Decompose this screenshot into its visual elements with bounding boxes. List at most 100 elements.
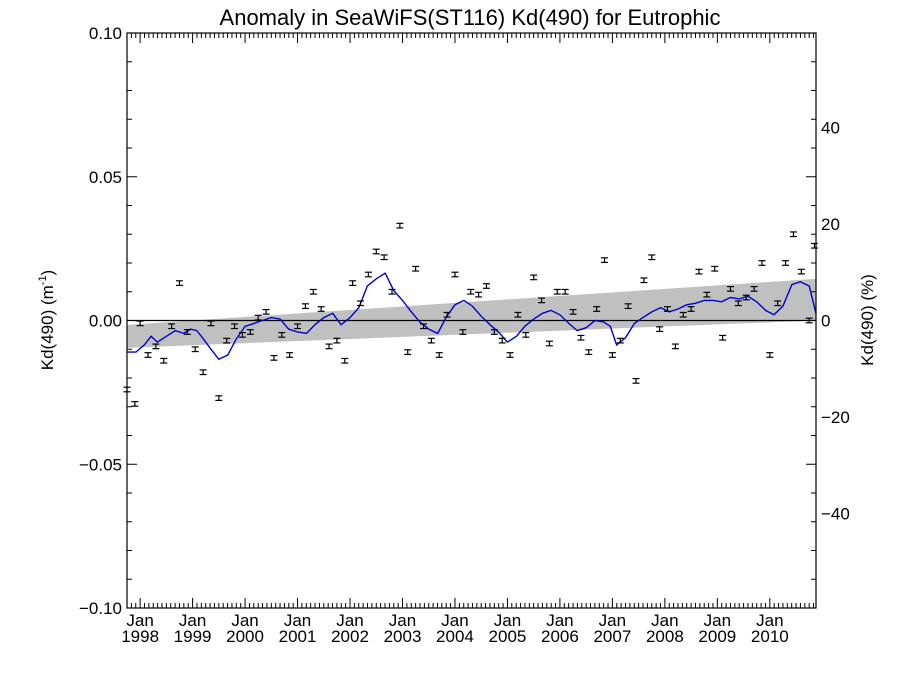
y-tick-label-left: 0.05 [89,168,122,187]
data-point [467,288,475,295]
data-point [624,303,632,310]
data-point [687,306,695,312]
data-point [703,291,711,298]
data-point [175,280,183,287]
x-tick-year-label: 2000 [226,627,264,646]
x-tick-year-label: 2004 [436,627,474,646]
y-axis-right: 40 20 0 −20 −40 [821,119,850,524]
data-point [585,349,593,356]
x-tick-month-label: Jan [441,611,468,630]
data-point [396,222,404,229]
data-point [427,337,435,344]
x-tick-year-label: 2007 [593,627,631,646]
data-point [593,306,601,312]
y-tick-label-left: −0.05 [79,455,122,474]
data-point [695,268,703,275]
data-point [545,340,553,347]
x-tick-year-label: 2006 [541,627,579,646]
y-tick-label-right: 0 [821,312,830,331]
data-point [656,326,664,333]
data-point [278,331,286,338]
data-point [608,352,616,358]
data-point [648,254,656,261]
y-axis-label-right: Kd(490) (%) [858,274,877,366]
data-point [482,283,490,289]
y-tick-label-left: −0.10 [79,599,122,618]
data-point [490,329,498,335]
data-point [388,288,396,295]
data-point [750,285,758,292]
data-point [577,334,585,341]
y-axis-label-left-sup: -1 [37,275,49,285]
data-point [506,352,514,358]
y-tick-label-right: 20 [821,215,840,234]
data-point [341,357,349,364]
data-point [616,337,624,344]
x-tick-month-label: Jan [704,611,731,630]
x-tick-year-label: 2002 [331,627,369,646]
data-point [199,369,207,376]
data-point [317,306,325,312]
data-point [475,291,483,298]
x-tick-month-label: Jan [284,611,311,630]
y-axis-label-left-text: Kd(490) (m [38,285,57,370]
x-tick-month-label: Jan [494,611,521,630]
data-point [131,400,139,407]
plot-area: 0.100.050.00−0.05−0.1040200−20−40Jan1998… [79,24,850,646]
data-point [349,280,357,287]
y-tick-label-right: 40 [821,119,840,138]
data-point [357,300,365,307]
data-point [671,343,679,350]
data-point [419,323,427,330]
y-tick-label-left: 0.00 [89,312,122,331]
x-tick-year-label: 2010 [751,627,789,646]
x-axis: Jan1998Jan1999Jan2000Jan2001Jan2002Jan20… [121,33,815,646]
x-tick-month-label: Jan [389,611,416,630]
data-point [309,288,317,295]
x-tick-month-label: Jan [546,611,573,630]
data-point [404,349,412,356]
data-point [797,268,805,275]
data-point [530,274,538,281]
x-tick-month-label: Jan [599,611,626,630]
y-tick-label-left: 0.10 [89,24,122,43]
data-point [238,331,246,338]
data-point [810,242,818,249]
data-point [160,357,168,364]
data-points [123,222,818,407]
data-point [191,346,199,353]
x-tick-year-label: 1999 [174,627,212,646]
data-point [553,288,561,295]
data-point [632,377,640,384]
data-point [498,337,506,344]
data-point [443,311,451,318]
data-point [734,300,742,307]
y-axis-label-left-end: ) [38,270,57,276]
data-point [152,343,160,350]
x-tick-year-label: 2001 [279,627,317,646]
data-point [333,337,341,344]
data-point [144,352,152,358]
data-point [711,265,719,272]
data-point [215,395,223,402]
x-tick-month-label: Jan [126,611,153,630]
data-point [640,277,648,284]
data-point [412,265,420,272]
x-tick-month-label: Jan [179,611,206,630]
x-tick-month-label: Jan [231,611,258,630]
data-point [325,343,333,350]
data-point [719,334,727,341]
data-point [782,260,790,266]
data-point [168,323,176,330]
data-point [207,320,215,327]
data-point [569,308,577,315]
x-tick-year-label: 2005 [489,627,527,646]
y-axis-label-left: Kd(490) (m-1) [37,270,57,370]
data-point [435,352,443,358]
data-point [774,300,782,307]
data-point [726,285,734,292]
data-point [294,323,302,330]
smoothed-series-line [127,272,817,361]
data-point [231,323,239,330]
data-point [742,294,750,301]
